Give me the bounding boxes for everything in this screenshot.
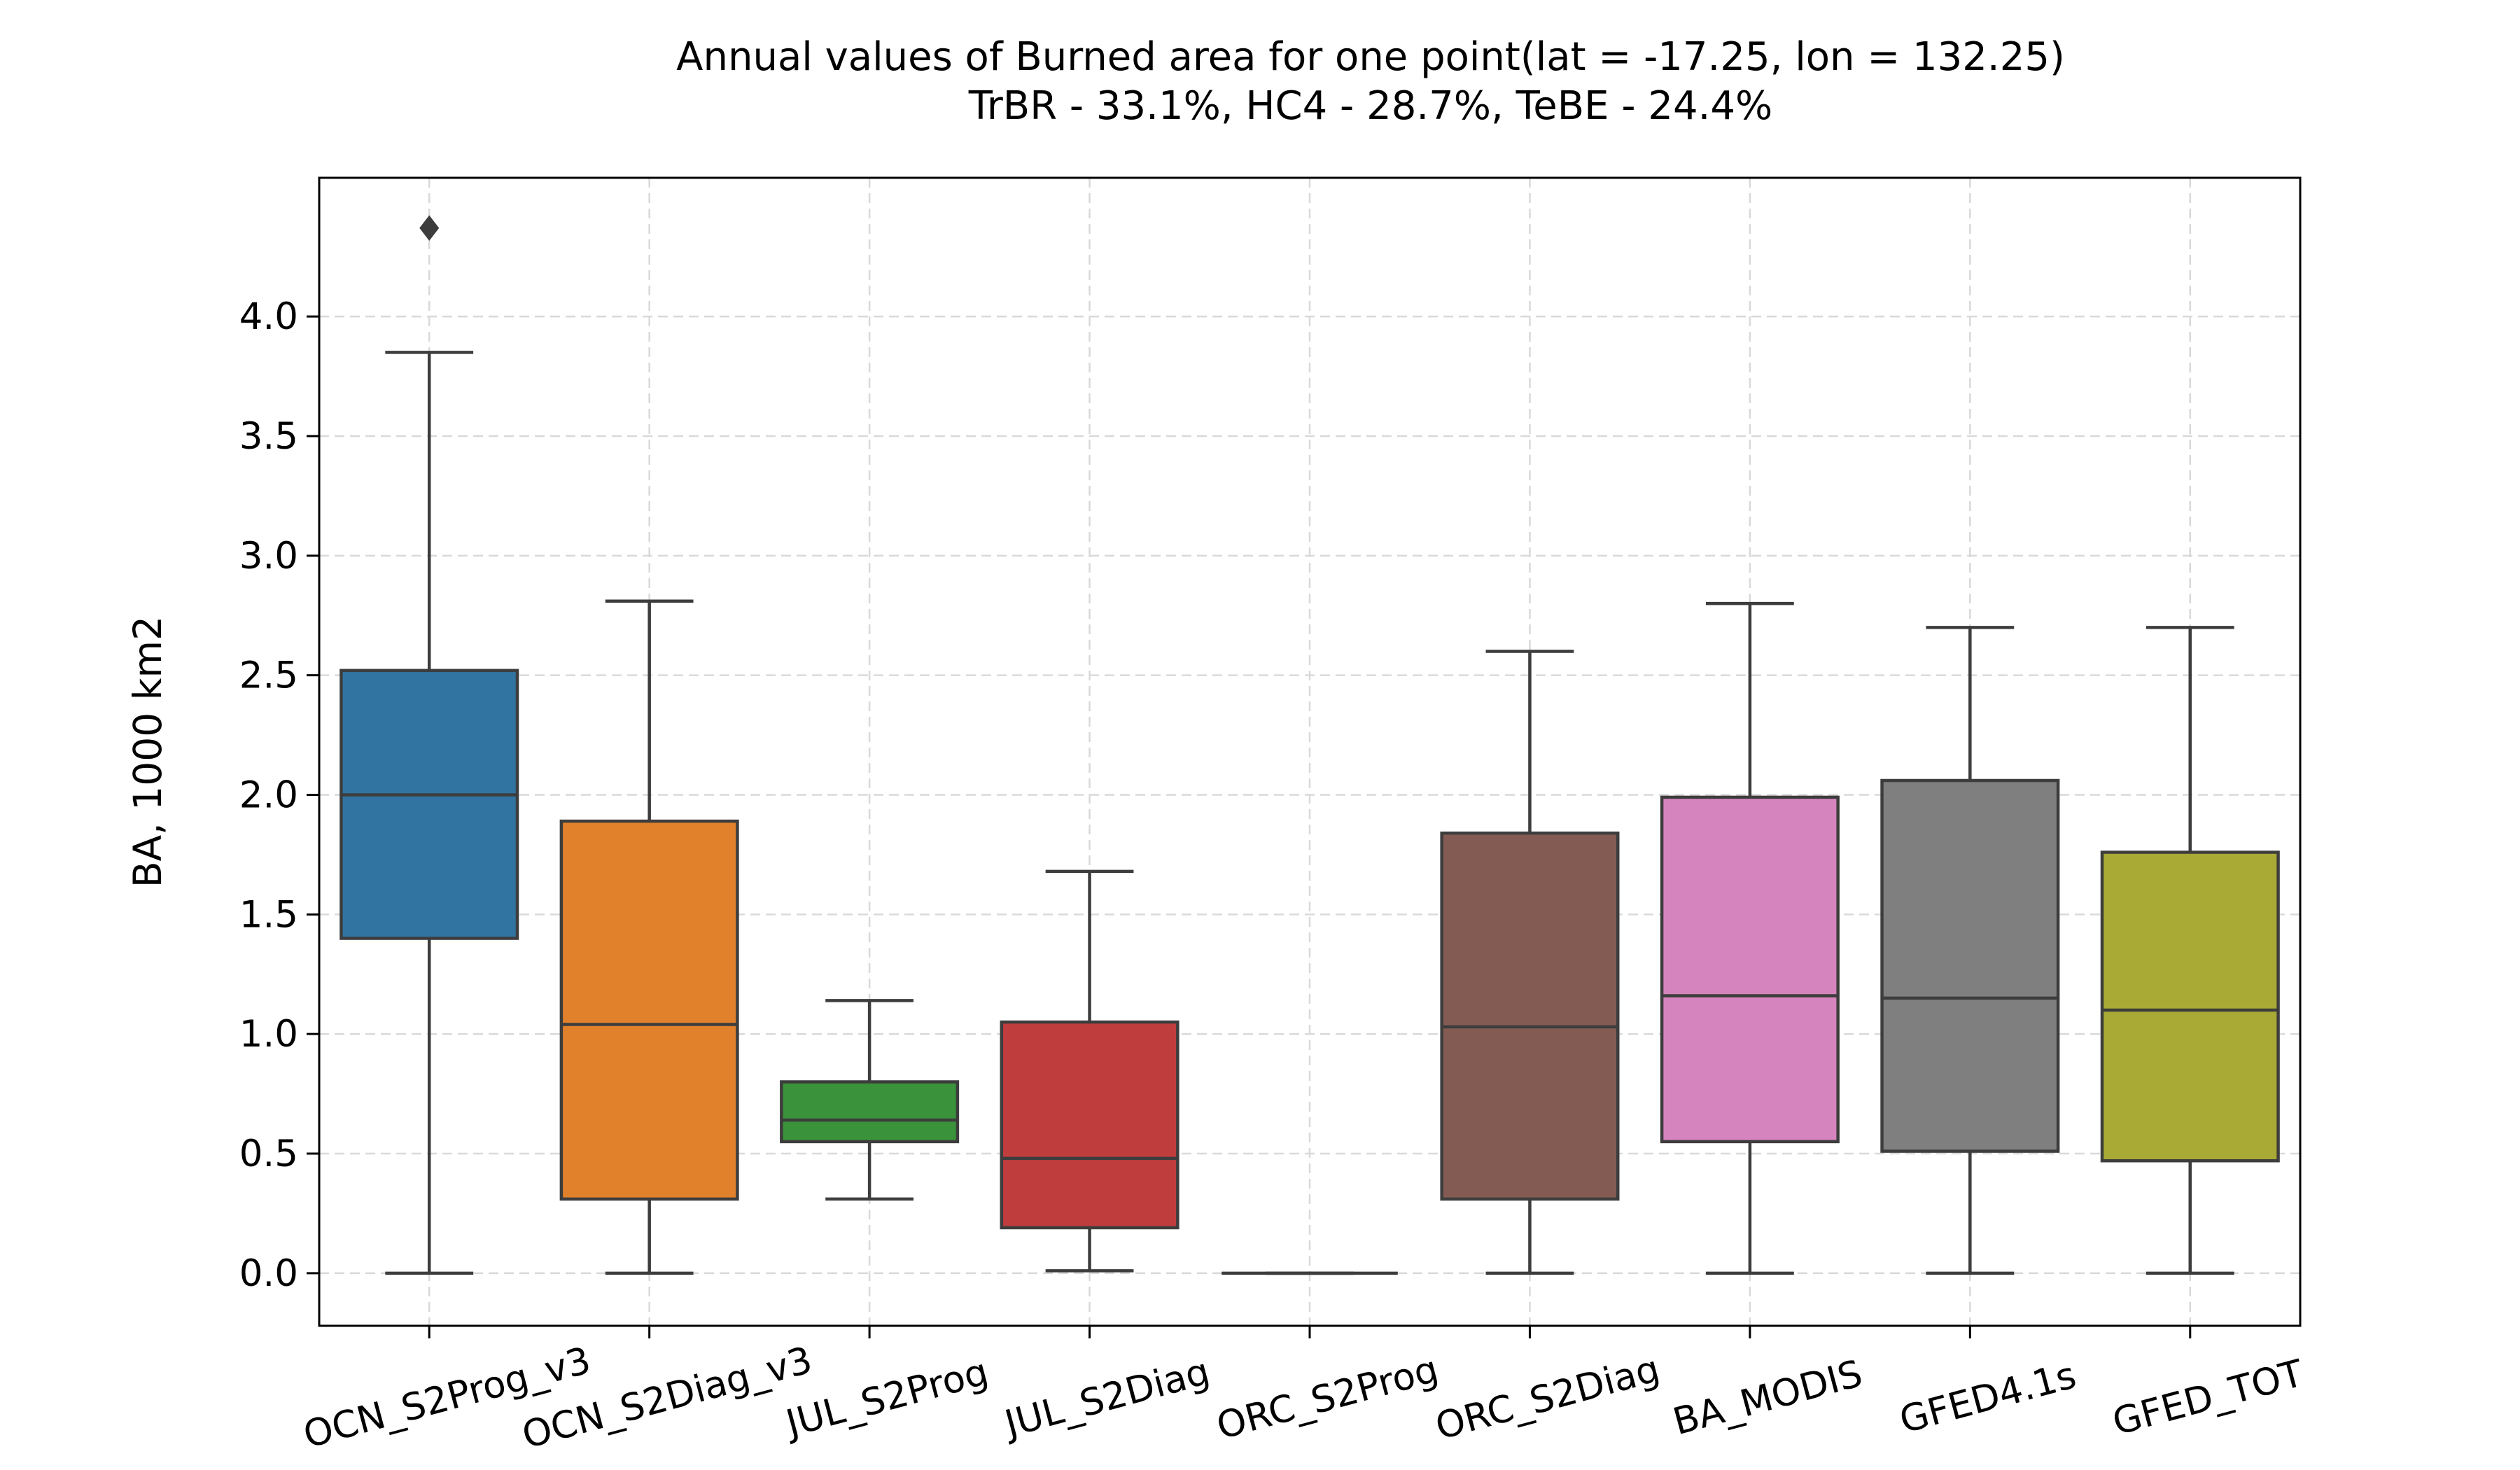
y-tick-label: 3.5 [239,415,298,458]
y-tick-label: 0.0 [239,1252,298,1295]
y-tick-label: 2.5 [239,654,298,697]
y-tick-label: 0.5 [239,1133,298,1175]
box-orc-s2diag [1440,650,1620,1275]
box-layer [340,215,2280,1275]
y-axis-label: BA, 1000 km2 [125,616,170,888]
iqr-box [1440,831,1620,1201]
iqr-box [1000,1020,1180,1230]
plot-area-frame [318,176,2302,1327]
box-jul-s2diag [1000,869,1180,1273]
box-jul-s2prog [780,999,960,1201]
iqr-box [780,1080,960,1144]
box-ocn-s2prog-v3 [340,215,519,1275]
box-gfed4-1s [1880,626,2060,1275]
iqr-box [340,668,519,940]
chart-title: Annual values of Burned area for one poi… [676,34,2065,80]
y-tick-label: 3.0 [239,535,298,578]
y-tick-label: 2.0 [239,774,298,817]
iqr-box [1880,778,2060,1153]
iqr-box [559,819,739,1201]
iqr-box [2100,850,2280,1163]
y-tick-label: 4.0 [239,295,298,338]
y-tick-label: 1.0 [239,1013,298,1056]
box-ba-modis [1660,601,1840,1275]
outlier-point [419,215,440,241]
y-tick-label: 1.5 [239,893,298,936]
box-gfed-tot [2100,626,2280,1275]
chart-subtitle: TrBR - 33.1%, HC4 - 28.7%, TeBE - 24.4% [968,83,1772,129]
iqr-box [1660,795,1840,1144]
box-ocn-s2diag-v3 [559,599,739,1275]
